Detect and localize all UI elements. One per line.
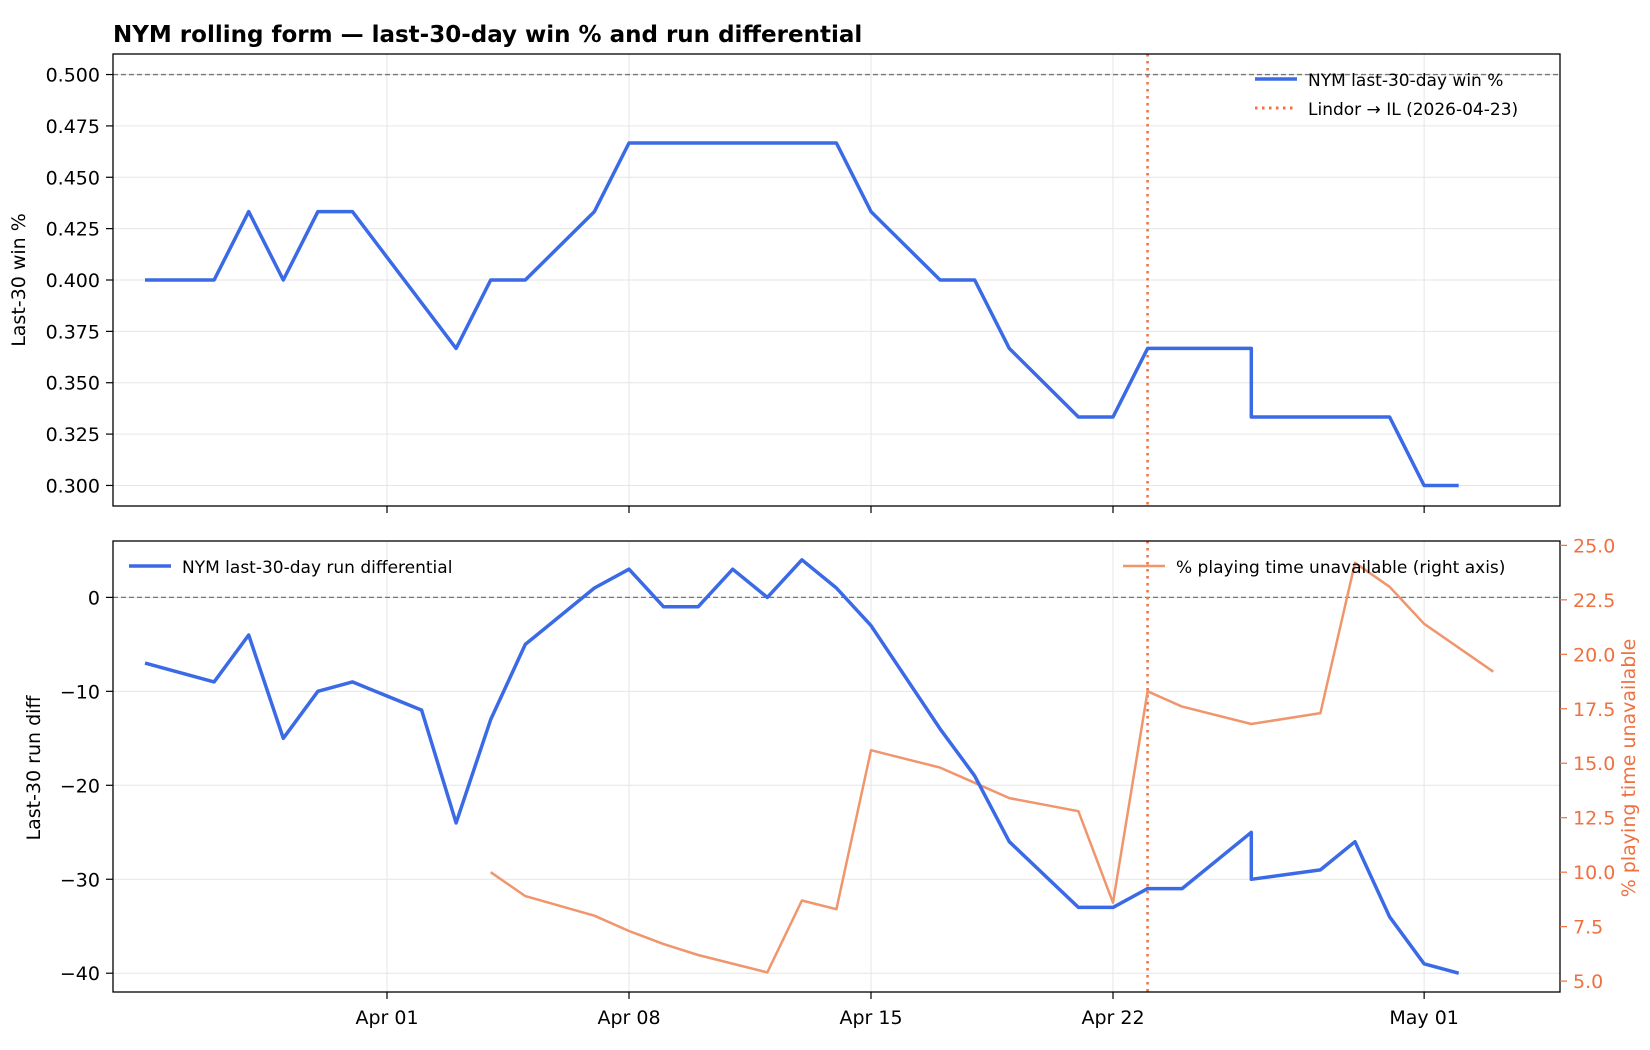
bottom-y2tick-label: 25.0 <box>1573 535 1615 557</box>
bottom-panel: 0 −10 −20 −30 −40 25.0 22.5 20.0 17.5 15.0 12.5 10… <box>23 535 1640 1029</box>
bottom-y2-axis-label: % playing time unavailable <box>1618 639 1640 898</box>
bottom-legend-label-unavail: % playing time unavailable (right axis) <box>1176 558 1505 578</box>
top-ytick-label: 0.450 <box>46 167 100 189</box>
bottom-xtick-label: Apr 22 <box>1081 1007 1144 1029</box>
top-legend-label-win: NYM last-30-day win % <box>1308 71 1503 91</box>
top-legend-label-il: Lindor → IL (2026-04-23) <box>1308 100 1518 120</box>
bottom-y2tick-label: 10.0 <box>1573 862 1615 884</box>
bottom-ytick-label: −20 <box>60 775 100 797</box>
series-line-unavailable-pct <box>489 561 1495 974</box>
bottom-y2tick-label: 12.5 <box>1573 808 1615 830</box>
bottom-y2tick-label: 5.0 <box>1573 971 1603 993</box>
figure-title: NYM rolling form — last-30-day win % and… <box>113 22 862 48</box>
bottom-y-axis-label: Last-30 run diff <box>23 695 45 841</box>
top-y-ticks: 0.500 0.475 0.450 0.425 0.400 0.375 0.350 0.325… <box>46 65 113 497</box>
top-ytick-label: 0.350 <box>46 373 100 395</box>
bottom-x-ticks: Apr 01 Apr 08 Apr 15 Apr 22 May 01 <box>355 992 1459 1029</box>
bottom-ytick-label: −10 <box>60 681 100 703</box>
top-panel: 0.500 0.475 0.450 0.425 0.400 0.375 0.350 0.325… <box>8 53 1561 513</box>
top-ytick-label: 0.325 <box>46 424 100 446</box>
bottom-xtick-label: Apr 15 <box>839 1007 902 1029</box>
top-ytick-label: 0.475 <box>46 116 100 138</box>
bottom-y-ticks-left: 0 −10 −20 −30 −40 <box>60 587 113 985</box>
bottom-ytick-label: −30 <box>60 869 100 891</box>
top-series-group <box>145 141 1459 488</box>
bottom-ytick-label: −40 <box>60 963 100 985</box>
bottom-legend: NYM last-30-day run differential % playi… <box>129 558 1505 578</box>
top-x-ticks <box>386 506 1425 513</box>
top-ytick-label: 0.375 <box>46 321 100 343</box>
top-gridlines <box>113 54 1560 506</box>
top-ytick-label: 0.400 <box>46 270 100 292</box>
bottom-xtick-label: May 01 <box>1389 1007 1459 1029</box>
bottom-plot-frame <box>112 540 1561 993</box>
top-ytick-label: 0.300 <box>46 475 100 497</box>
bottom-xtick-label: Apr 01 <box>355 1007 418 1029</box>
series-line-win-pct <box>145 141 1459 488</box>
bottom-y2tick-label: 15.0 <box>1573 753 1615 775</box>
top-y-axis-label: Last-30 win % <box>8 213 30 347</box>
bottom-y-ticks-right: 25.0 22.5 20.0 17.5 15.0 12.5 10.0 7.5 5.0 <box>1560 535 1615 993</box>
top-ytick-label: 0.425 <box>46 219 100 241</box>
series-line-run-diff <box>144 558 1460 975</box>
bottom-gridlines <box>113 541 1560 992</box>
bottom-ytick-label: 0 <box>88 587 100 609</box>
bottom-y2tick-label: 7.5 <box>1573 917 1603 939</box>
bottom-legend-label-run: NYM last-30-day run differential <box>182 558 452 578</box>
top-legend: NYM last-30-day win % Lindor → IL (2026-… <box>1255 71 1518 120</box>
bottom-xtick-label: Apr 08 <box>597 1007 660 1029</box>
bottom-y2tick-label: 22.5 <box>1573 590 1615 612</box>
bottom-y2tick-label: 17.5 <box>1573 699 1615 721</box>
bottom-y2tick-label: 20.0 <box>1573 644 1615 666</box>
bottom-series-group <box>144 558 1495 975</box>
top-ytick-label: 0.500 <box>46 65 100 87</box>
